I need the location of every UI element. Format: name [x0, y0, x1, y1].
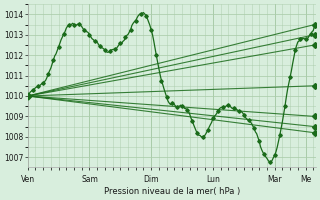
X-axis label: Pression niveau de la mer( hPa ): Pression niveau de la mer( hPa ): [104, 187, 240, 196]
